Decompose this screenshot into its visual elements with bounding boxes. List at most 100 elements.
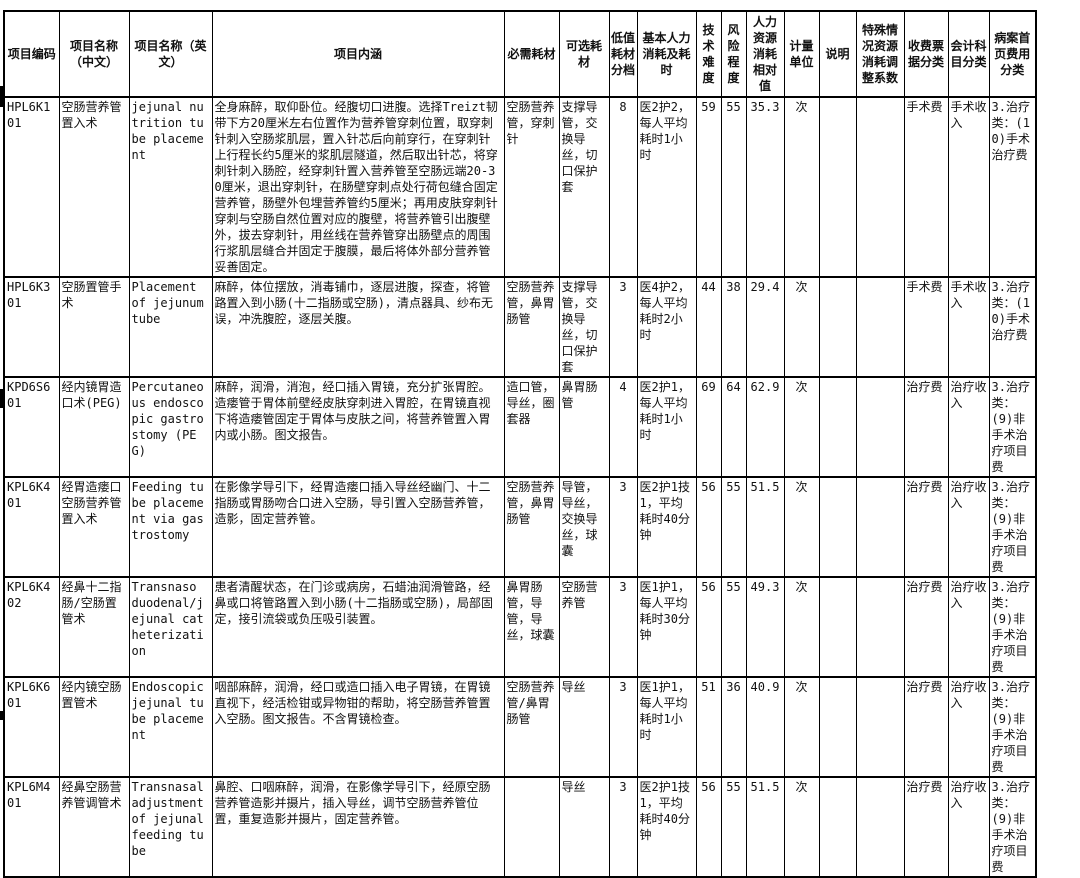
cell-medical-record-category: 3.治疗类：(9)非手术治疗项目费 [988, 576, 1037, 678]
cell-low-value-tier: 4 [608, 376, 638, 478]
cell-optional-consumables: 空肠营养管 [558, 576, 610, 678]
header-billing-category: 收费票据分类 [903, 10, 949, 98]
header-technical-difficulty: 技术难度 [695, 10, 722, 98]
cell-billing-category: 治疗费 [903, 376, 949, 478]
cell-required-consumables: 空肠营养管，穿刺针 [503, 96, 560, 278]
cell-unit: 次 [783, 476, 820, 578]
cell-unit: 次 [783, 576, 820, 678]
cell-manpower: 医2护1技1，平均耗时40分钟 [636, 776, 697, 878]
cell-note [818, 776, 857, 878]
cell-accounting-category: 手术收入 [947, 96, 990, 278]
table-row: KPL6K401 经胃造瘘口空肠营养管置入术 Feeding tube placem… [3, 476, 1037, 578]
header-code: 项目编码 [3, 10, 60, 98]
cell-code: HPL6K301 [3, 276, 60, 378]
cell-manpower: 医2护1，每人平均耗时1小时 [636, 376, 697, 478]
cell-description: 在影像学导引下，经胃造瘘口插入导丝经幽门、十二指肠或胃肠吻合口进入空肠，导引置入… [211, 476, 505, 578]
header-manpower: 基本人力消耗及耗时 [636, 10, 697, 98]
header-special-adjustment: 特殊情况资源消耗调整系数 [855, 10, 905, 98]
table-header: 项目编码 项目名称（中文） 项目名称（英文） 项目内涵 必需耗材 可选耗材 低值耗材分档 基本… [3, 10, 1037, 98]
cell-hr-relative-value: 51.5 [745, 776, 785, 878]
cell-name-cn: 经内镜胃造口术(PEG) [58, 376, 130, 478]
cell-risk-level: 38 [720, 276, 747, 378]
cell-required-consumables [503, 776, 560, 878]
cell-name-cn: 经内镜空肠置管术 [58, 676, 130, 778]
cell-name-en: Endoscopic jejunal tube placement [128, 676, 213, 778]
cell-low-value-tier: 3 [608, 476, 638, 578]
cell-code: KPL6K401 [3, 476, 60, 578]
cell-hr-relative-value: 49.3 [745, 576, 785, 678]
cell-manpower: 医4护2，每人平均耗时2小时 [636, 276, 697, 378]
cell-name-en: Transnaso duodenal/jejunal catheterizati… [128, 576, 213, 678]
cell-accounting-category: 治疗收入 [947, 576, 990, 678]
header-row: 项目编码 项目名称（中文） 项目名称（英文） 项目内涵 必需耗材 可选耗材 低值耗材分档 基本… [3, 10, 1037, 98]
cell-description: 患者清醒状态，在门诊或病房，石蜡油润滑管路，经鼻或口将管路置入到小肠(十二指肠或… [211, 576, 505, 678]
header-hr-relative-value: 人力资源消耗相对值 [745, 10, 785, 98]
cell-hr-relative-value: 62.9 [745, 376, 785, 478]
cell-special-adjustment [855, 276, 905, 378]
cell-code: KPL6K601 [3, 676, 60, 778]
cell-low-value-tier: 3 [608, 276, 638, 378]
table-row: HPL6K101 空肠营养管置入术 jejunal nutrition tube p… [3, 96, 1037, 278]
cell-special-adjustment [855, 476, 905, 578]
cell-optional-consumables: 支撑导管，交换导丝，切口保护套 [558, 96, 610, 278]
cell-billing-category: 手术费 [903, 276, 949, 378]
header-medical-record-category: 病案首页费用分类 [988, 10, 1037, 98]
header-risk-level: 风险程度 [720, 10, 747, 98]
cell-special-adjustment [855, 676, 905, 778]
header-name-en: 项目名称（英文） [128, 10, 213, 98]
cell-accounting-category: 治疗收入 [947, 476, 990, 578]
cell-required-consumables: 空肠营养管，鼻胃肠管 [503, 276, 560, 378]
document-sheet: 项目编码 项目名称（中文） 项目名称（英文） 项目内涵 必需耗材 可选耗材 低值耗材分档 基本… [3, 10, 1037, 878]
cell-risk-level: 36 [720, 676, 747, 778]
cell-optional-consumables: 导管，导丝，交换导丝，球囊 [558, 476, 610, 578]
cell-medical-record-category: 3.治疗类：(9)非手术治疗项目费 [988, 776, 1037, 878]
cell-manpower: 医1护1，每人平均耗时30分钟 [636, 576, 697, 678]
cell-technical-difficulty: 44 [695, 276, 722, 378]
cell-accounting-category: 治疗收入 [947, 776, 990, 878]
cell-name-cn: 经鼻十二指肠/空肠置管术 [58, 576, 130, 678]
header-accounting-category: 会计科目分类 [947, 10, 990, 98]
cell-description: 咽部麻醉，润滑，经口或造口插入电子胃镜，在胃镜直视下，经活检钳或异物钳的帮助，将… [211, 676, 505, 778]
cell-name-en: jejunal nutrition tube placement [128, 96, 213, 278]
cell-low-value-tier: 3 [608, 576, 638, 678]
cell-special-adjustment [855, 376, 905, 478]
cell-hr-relative-value: 51.5 [745, 476, 785, 578]
cell-optional-consumables: 鼻胃肠管 [558, 376, 610, 478]
cell-name-cn: 空肠置管手术 [58, 276, 130, 378]
cell-risk-level: 55 [720, 96, 747, 278]
cell-description: 麻醉，润滑，消泡，经口插入胃镜，充分扩张胃腔。造瘘管于胃体前壁经皮肤穿刺进入胃腔… [211, 376, 505, 478]
header-required-consumables: 必需耗材 [503, 10, 560, 98]
cell-code: HPL6K101 [3, 96, 60, 278]
cell-risk-level: 64 [720, 376, 747, 478]
cell-optional-consumables: 导丝 [558, 676, 610, 778]
cell-special-adjustment [855, 96, 905, 278]
cell-hr-relative-value: 29.4 [745, 276, 785, 378]
cell-low-value-tier: 3 [608, 676, 638, 778]
cell-note [818, 476, 857, 578]
cell-unit: 次 [783, 376, 820, 478]
scan-artifact [0, 711, 3, 720]
cell-code: KPL6M401 [3, 776, 60, 878]
cell-accounting-category: 治疗收入 [947, 376, 990, 478]
cell-hr-relative-value: 40.9 [745, 676, 785, 778]
cell-name-en: Feeding tube placement via gastrostomy [128, 476, 213, 578]
table-row: KPD6S601 经内镜胃造口术(PEG) Percutaneous endosco… [3, 376, 1037, 478]
cell-code: KPL6K402 [3, 576, 60, 678]
cell-note [818, 276, 857, 378]
cell-technical-difficulty: 51 [695, 676, 722, 778]
cell-billing-category: 治疗费 [903, 476, 949, 578]
cell-low-value-tier: 8 [608, 96, 638, 278]
table-row: KPL6K402 经鼻十二指肠/空肠置管术 Transnaso duodenal/j… [3, 576, 1037, 678]
cell-hr-relative-value: 35.3 [745, 96, 785, 278]
header-low-value-tier: 低值耗材分档 [608, 10, 638, 98]
header-description: 项目内涵 [211, 10, 505, 98]
cell-required-consumables: 造口管，导丝，圈套器 [503, 376, 560, 478]
cell-unit: 次 [783, 96, 820, 278]
cell-name-cn: 经胃造瘘口空肠营养管置入术 [58, 476, 130, 578]
procedure-table: 项目编码 项目名称（中文） 项目名称（英文） 项目内涵 必需耗材 可选耗材 低值耗材分档 基本… [3, 10, 1037, 878]
cell-name-cn: 空肠营养管置入术 [58, 96, 130, 278]
cell-optional-consumables: 导丝 [558, 776, 610, 878]
header-optional-consumables: 可选耗材 [558, 10, 610, 98]
cell-accounting-category: 手术收入 [947, 276, 990, 378]
cell-special-adjustment [855, 576, 905, 678]
